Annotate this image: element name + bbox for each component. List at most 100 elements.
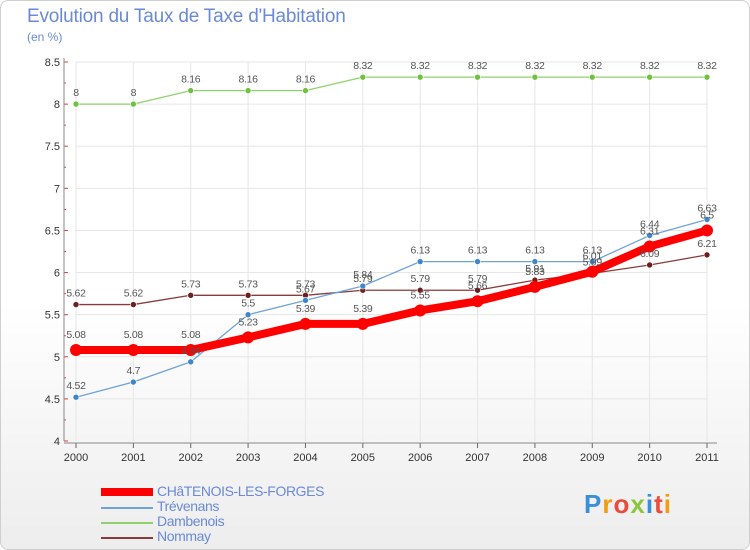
legend-swatch bbox=[101, 537, 153, 539]
data-point bbox=[646, 261, 653, 269]
y-tick-label: 8 bbox=[54, 99, 60, 111]
data-label: 8.32 bbox=[583, 60, 603, 72]
logo-letter: i bbox=[663, 489, 672, 519]
y-tick-label: 4.5 bbox=[45, 394, 60, 406]
x-tick-label: 2005 bbox=[351, 452, 375, 464]
grid-layer bbox=[75, 61, 708, 441]
data-point bbox=[244, 291, 252, 299]
data-point bbox=[471, 295, 484, 308]
x-tick-label: 2011 bbox=[695, 452, 719, 464]
series-line bbox=[75, 254, 708, 306]
data-label: 4.7 bbox=[127, 365, 141, 377]
x-tick-label: 2001 bbox=[121, 452, 145, 464]
data-label: 5.79 bbox=[353, 273, 373, 285]
data-point bbox=[416, 258, 424, 265]
data-point bbox=[643, 240, 656, 253]
x-tick-label: 2006 bbox=[408, 452, 432, 464]
data-point bbox=[72, 301, 80, 308]
data-label: 8.32 bbox=[525, 60, 545, 72]
data-point bbox=[588, 258, 596, 265]
logo-letter: t bbox=[654, 489, 664, 519]
data-point bbox=[359, 282, 367, 290]
data-label: 5.73 bbox=[296, 278, 316, 290]
data-point bbox=[416, 286, 424, 294]
data-label: 5.08 bbox=[66, 329, 86, 341]
data-label: 5.79 bbox=[411, 273, 431, 285]
data-label: 5.23 bbox=[238, 316, 258, 328]
data-point bbox=[474, 73, 481, 81]
data-label: 5.62 bbox=[124, 288, 144, 300]
data-point bbox=[302, 297, 309, 304]
y-tick-label: 7 bbox=[54, 183, 60, 195]
proxiti-logo: Proxiti bbox=[584, 489, 672, 520]
series-line bbox=[75, 218, 708, 398]
data-point bbox=[187, 291, 195, 299]
data-point bbox=[187, 358, 195, 366]
data-label: 5.08 bbox=[181, 329, 201, 341]
data-point bbox=[703, 251, 711, 259]
data-label: 8.16 bbox=[181, 74, 201, 86]
data-label: 6.44 bbox=[640, 218, 660, 230]
data-label: 8 bbox=[73, 87, 79, 99]
data-label: 6.5 bbox=[700, 209, 714, 221]
chart-title: Evolution du Taux de Taxe d'Habitation bbox=[27, 6, 346, 27]
data-label: 6.21 bbox=[697, 238, 717, 250]
data-label: 8.16 bbox=[238, 74, 258, 86]
x-tick-label: 2007 bbox=[465, 452, 489, 464]
data-label: 8.32 bbox=[468, 60, 488, 72]
axes-layer: 4 4.5 5 5.5 6 6.5 7 7.5 8 8.5 2000 2001 2002 2003 2004… bbox=[45, 57, 719, 464]
data-point bbox=[414, 304, 427, 317]
data-point bbox=[187, 87, 195, 94]
data-label: 5.08 bbox=[124, 329, 144, 341]
data-point bbox=[242, 331, 255, 344]
x-tick-label: 2000 bbox=[64, 452, 88, 464]
data-label: 5.83 bbox=[525, 266, 545, 278]
data-point bbox=[302, 87, 309, 94]
data-label: 4.52 bbox=[66, 380, 86, 392]
y-tick-label: 6.5 bbox=[45, 225, 60, 237]
data-point bbox=[130, 301, 137, 308]
data-point bbox=[72, 393, 80, 401]
y-tick-label: 7.5 bbox=[45, 141, 60, 153]
data-point bbox=[586, 265, 599, 278]
data-label: 5.39 bbox=[296, 303, 316, 315]
x-tick-label: 2010 bbox=[637, 452, 661, 464]
logo-letter: r bbox=[602, 489, 614, 519]
data-label: 8.32 bbox=[640, 60, 660, 72]
series-layer bbox=[70, 73, 713, 401]
data-label: 6.13 bbox=[583, 245, 603, 257]
data-labels-layer: 8 8 8.16 8.16 8.16 8.32 8.32 8.32 8.32 8.32 8.32 8.… bbox=[66, 60, 717, 392]
chart-unit-label: (en %) bbox=[27, 30, 63, 44]
data-point bbox=[416, 73, 424, 81]
data-label: 4.94 bbox=[181, 345, 201, 357]
legend-label: Trévenans bbox=[157, 498, 220, 514]
data-label: 5.79 bbox=[468, 273, 488, 285]
data-label: 6.13 bbox=[411, 245, 431, 257]
data-point bbox=[127, 344, 140, 357]
data-point bbox=[130, 378, 137, 386]
logo-letter: i bbox=[645, 489, 655, 519]
x-tick-label: 2003 bbox=[236, 452, 260, 464]
x-tick-label: 2008 bbox=[523, 452, 547, 464]
data-point bbox=[299, 317, 312, 330]
legend-swatch bbox=[101, 507, 153, 509]
logo-letter: P bbox=[584, 489, 603, 519]
data-label: 5.73 bbox=[181, 278, 201, 290]
data-label: 5.67 bbox=[296, 283, 316, 295]
data-label: 5.62 bbox=[66, 288, 86, 300]
data-point bbox=[474, 258, 481, 265]
data-point bbox=[474, 286, 481, 294]
data-point bbox=[703, 216, 711, 223]
data-label: 6.31 bbox=[640, 225, 660, 237]
data-label: 5.99 bbox=[583, 256, 603, 268]
y-tick-label: 8.5 bbox=[45, 57, 60, 69]
logo-letter: o bbox=[613, 489, 631, 519]
data-label: 8.16 bbox=[296, 74, 316, 86]
data-label: 5.39 bbox=[353, 303, 373, 315]
data-label: 8.32 bbox=[697, 60, 717, 72]
y-tick-label: 4 bbox=[54, 436, 60, 448]
data-point bbox=[531, 258, 539, 265]
logo-letter: x bbox=[630, 489, 646, 519]
